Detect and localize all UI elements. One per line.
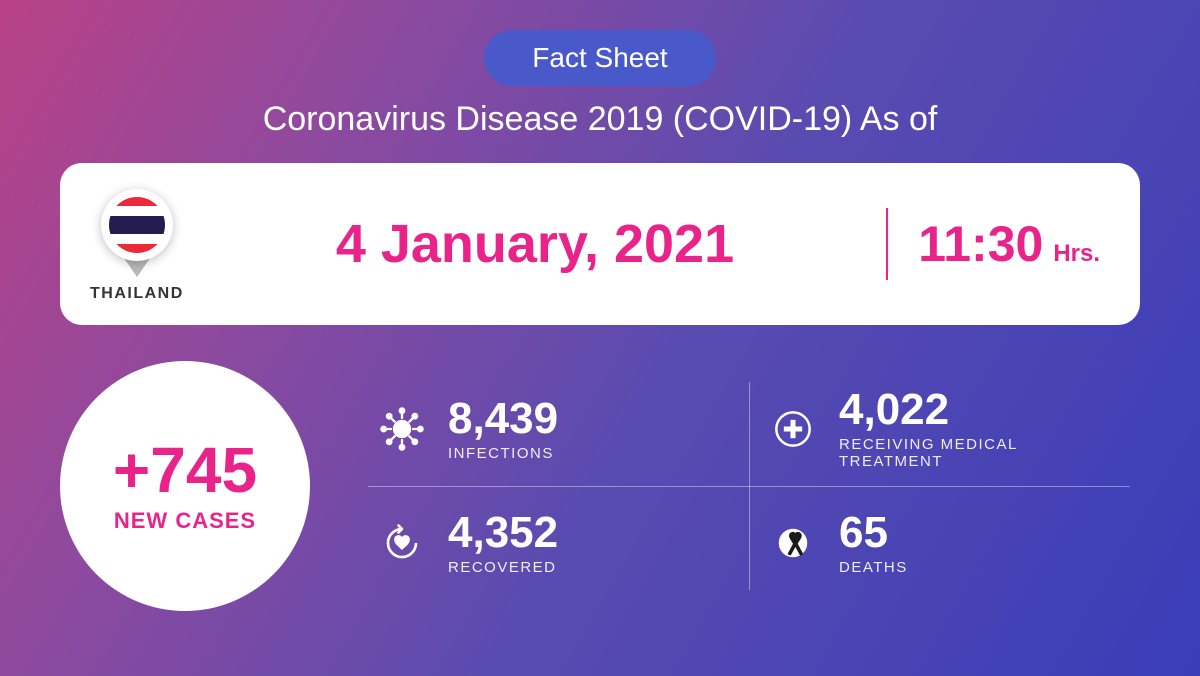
stat-deaths: 65 DEATHS bbox=[749, 486, 1140, 600]
report-time: 11:30 Hrs. bbox=[918, 215, 1100, 273]
country-label: THAILAND bbox=[90, 285, 184, 303]
fact-sheet-container: Fact Sheet Coronavirus Disease 2019 (COV… bbox=[0, 0, 1200, 676]
medical-cross-icon bbox=[769, 405, 817, 453]
time-value: 11:30 bbox=[918, 215, 1043, 273]
treatment-label: RECEIVING MEDICAL TREATMENT bbox=[839, 436, 1120, 470]
infections-value: 8,439 bbox=[448, 397, 558, 441]
subtitle: Coronavirus Disease 2019 (COVID-19) As o… bbox=[60, 100, 1140, 139]
stats-row: +745 NEW CASES bbox=[60, 361, 1140, 611]
map-pin-icon bbox=[101, 189, 173, 277]
deaths-label: DEATHS bbox=[839, 559, 908, 576]
infections-label: INFECTIONS bbox=[448, 445, 558, 462]
deaths-value: 65 bbox=[839, 511, 908, 555]
new-cases-value: +745 bbox=[113, 438, 257, 502]
stats-grid: 8,439 INFECTIONS 4,022 RECEIVING MEDICAL… bbox=[358, 372, 1140, 600]
report-date: 4 January, 2021 bbox=[214, 213, 856, 275]
country-block: THAILAND bbox=[90, 185, 184, 303]
stat-infections: 8,439 INFECTIONS bbox=[358, 372, 749, 486]
recovered-label: RECOVERED bbox=[448, 559, 558, 576]
thailand-flag-icon bbox=[109, 197, 165, 253]
stat-recovered: 4,352 RECOVERED bbox=[358, 486, 749, 600]
recovered-value: 4,352 bbox=[448, 511, 558, 555]
divider bbox=[886, 208, 888, 280]
date-card: THAILAND 4 January, 2021 11:30 Hrs. bbox=[60, 163, 1140, 325]
virus-icon bbox=[378, 405, 426, 453]
ribbon-icon bbox=[769, 519, 817, 567]
new-cases-label: NEW CASES bbox=[114, 508, 256, 534]
treatment-value: 4,022 bbox=[839, 388, 1120, 432]
recovery-heart-icon bbox=[378, 519, 426, 567]
stat-treatment: 4,022 RECEIVING MEDICAL TREATMENT bbox=[749, 372, 1140, 486]
time-unit: Hrs. bbox=[1053, 240, 1100, 268]
fact-sheet-badge: Fact Sheet bbox=[484, 30, 715, 86]
new-cases-circle: +745 NEW CASES bbox=[60, 361, 310, 611]
